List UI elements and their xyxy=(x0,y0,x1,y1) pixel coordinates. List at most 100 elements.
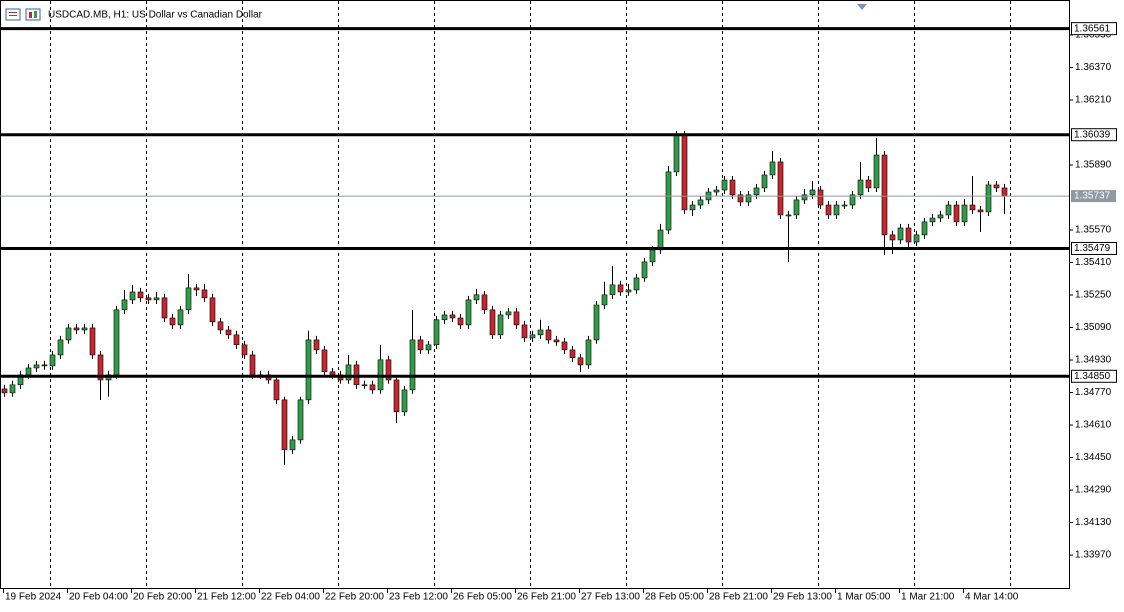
x-tick-label: 28 Feb 21:00 xyxy=(709,592,768,603)
candle-body xyxy=(737,194,744,203)
candle-body xyxy=(745,194,752,203)
candle-body xyxy=(489,309,496,336)
candle-body xyxy=(537,329,544,336)
candle-body xyxy=(249,354,256,376)
level-label: 1.34850 xyxy=(1074,371,1111,382)
chart-title: USDCAD.MB, H1: US Dollar vs Canadian Dol… xyxy=(48,10,263,21)
candle-body xyxy=(969,204,976,211)
level-box xyxy=(1071,241,1117,255)
x-tick-label: 1 Mar 05:00 xyxy=(837,592,891,603)
level-box xyxy=(1071,128,1117,142)
x-tick-label: 26 Feb 05:00 xyxy=(453,592,512,603)
y-tick-label: 1.35410 xyxy=(1075,257,1112,268)
candle-body xyxy=(561,341,568,351)
candle-body xyxy=(217,321,224,331)
x-tick-label: 22 Feb 20:00 xyxy=(325,592,384,603)
candle-body xyxy=(961,204,968,223)
candle-body xyxy=(25,367,32,376)
candle-body xyxy=(929,217,936,223)
day-separators xyxy=(50,1,1011,588)
candle-body xyxy=(913,234,920,243)
header-icons xyxy=(5,8,41,21)
candle-body xyxy=(857,179,864,196)
candle-body xyxy=(169,317,176,326)
y-tick-label: 1.34770 xyxy=(1075,387,1112,398)
candle-body xyxy=(977,209,984,213)
candle-body xyxy=(713,189,720,193)
candle-body xyxy=(841,204,848,207)
candle-body xyxy=(873,154,880,189)
candle-body xyxy=(137,291,144,299)
candle-body xyxy=(921,221,928,236)
candle-body xyxy=(393,379,400,413)
candle-body xyxy=(41,364,48,367)
candle-body xyxy=(281,399,288,451)
y-tick-label: 1.35570 xyxy=(1075,225,1112,236)
candle-body xyxy=(609,284,616,296)
level-box xyxy=(1071,22,1117,36)
current-price-label: 1.35737 xyxy=(1074,191,1111,202)
candle-body xyxy=(545,329,552,341)
candle-body xyxy=(289,439,296,451)
candle-body xyxy=(793,199,800,216)
icon-menu[interactable] xyxy=(5,8,21,21)
x-tick-label: 23 Feb 12:00 xyxy=(389,592,448,603)
y-tick-label: 1.34450 xyxy=(1075,452,1112,463)
candle-body xyxy=(889,234,896,241)
candle-body xyxy=(777,161,784,216)
candle-body xyxy=(881,154,888,236)
y-tick-label: 1.35250 xyxy=(1075,290,1112,301)
candle-body xyxy=(185,287,192,311)
y-tick-label: 1.35890 xyxy=(1075,160,1112,171)
shift-marker[interactable] xyxy=(857,4,867,10)
candle-body xyxy=(57,339,64,356)
candle-body xyxy=(953,204,960,223)
candle-body xyxy=(729,179,736,196)
candle-body xyxy=(849,194,856,206)
candle-body xyxy=(465,299,472,326)
x-tick-label: 28 Feb 05:00 xyxy=(645,592,704,603)
x-tick-label: 26 Feb 21:00 xyxy=(517,592,576,603)
candle-body xyxy=(497,314,504,336)
candle-body xyxy=(409,339,416,391)
candle-body xyxy=(345,364,352,381)
candle-body xyxy=(937,214,944,219)
candle-body xyxy=(161,297,168,319)
candle-body xyxy=(1001,187,1008,197)
candle-body xyxy=(641,261,648,279)
candle-body xyxy=(153,297,160,301)
icon-chart[interactable] xyxy=(25,8,41,21)
candle-body xyxy=(145,297,152,301)
candle-body xyxy=(273,379,280,401)
icon-bar xyxy=(29,12,32,18)
candle-body xyxy=(817,189,824,206)
candle-body xyxy=(65,327,72,341)
candle-body xyxy=(113,309,120,376)
candle-body xyxy=(673,134,680,173)
y-tick-label: 1.34130 xyxy=(1075,517,1112,528)
candle-body xyxy=(225,329,232,336)
candle-body xyxy=(193,287,200,291)
candle-body xyxy=(1,388,8,394)
y-tick-label: 1.36210 xyxy=(1075,95,1112,106)
candle-body xyxy=(177,309,184,326)
candle-body xyxy=(633,277,640,291)
candle-body xyxy=(209,297,216,323)
candle-body xyxy=(585,339,592,366)
candle-body xyxy=(689,204,696,211)
level-label: 1.36561 xyxy=(1074,23,1111,34)
candle-body xyxy=(401,389,408,413)
candle-body xyxy=(385,359,392,381)
x-tick-label: 19 Feb 2024 xyxy=(5,592,62,603)
candle-body xyxy=(601,294,608,306)
level-label: 1.35479 xyxy=(1074,243,1111,254)
candle-body xyxy=(577,357,584,366)
candle-body xyxy=(297,399,304,441)
y-tick-label: 1.33970 xyxy=(1075,550,1112,561)
x-tick-label: 21 Feb 12:00 xyxy=(197,592,256,603)
candle-body xyxy=(897,227,904,241)
y-tick-label: 1.34930 xyxy=(1075,355,1112,366)
candle-body xyxy=(233,334,240,346)
